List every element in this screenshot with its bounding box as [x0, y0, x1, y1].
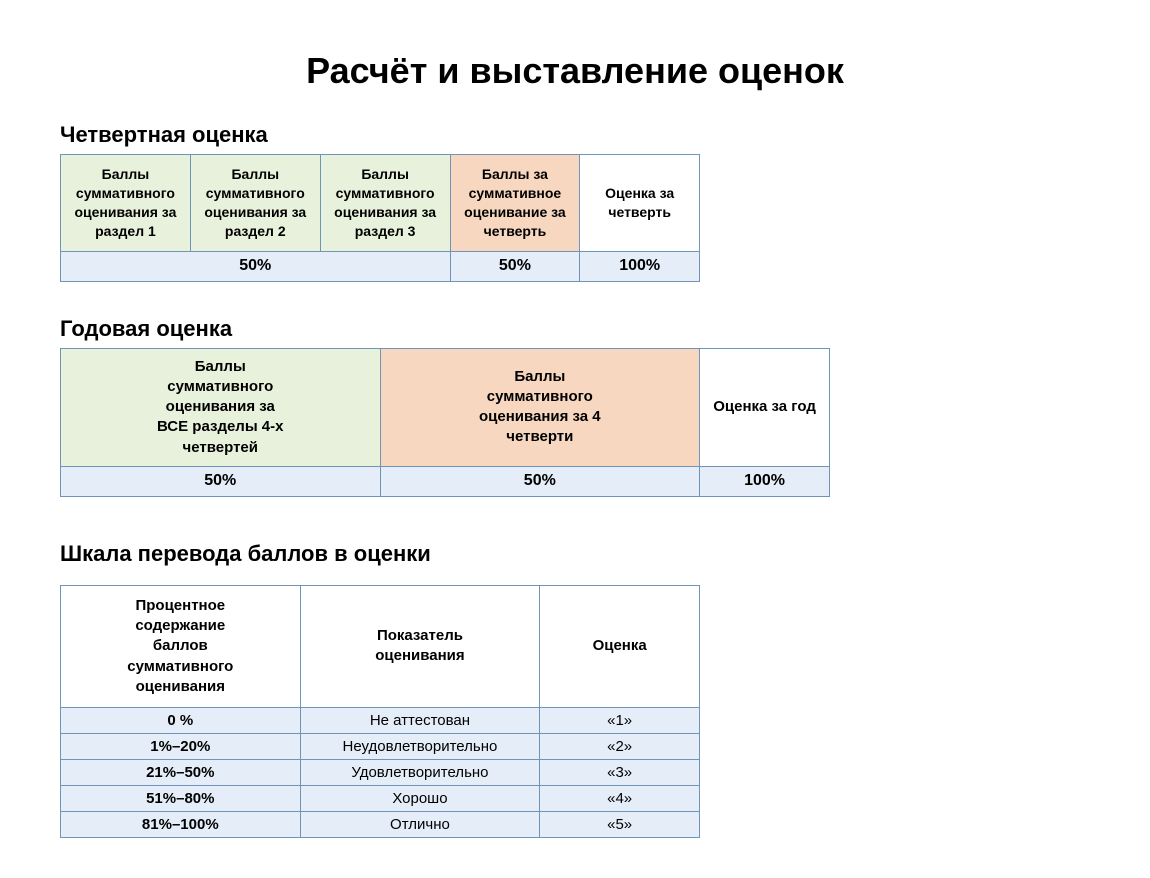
table-row: 21%–50%Удовлетворительно«3»	[61, 760, 700, 786]
scale-cell: 1%–20%	[61, 734, 301, 760]
yearly-header-cell: Оценка за год	[700, 348, 830, 466]
scale-heading: Шкала перевода баллов в оценки	[60, 541, 1090, 567]
yearly-pct-cell: 50%	[380, 466, 700, 496]
yearly-heading: Годовая оценка	[60, 316, 1090, 342]
table-row: 81%–100%Отлично«5»	[61, 812, 700, 838]
scale-cell: «3»	[540, 760, 700, 786]
scale-cell: Отлично	[300, 812, 540, 838]
scale-cell: «2»	[540, 734, 700, 760]
quarter-heading: Четвертная оценка	[60, 122, 1090, 148]
quarter-table: Баллысуммативногооценивания зараздел 1Ба…	[60, 154, 700, 282]
scale-cell: Хорошо	[300, 786, 540, 812]
scale-cell: 0 %	[61, 708, 301, 734]
quarter-header-cell: Баллысуммативногооценивания зараздел 1	[61, 155, 191, 252]
scale-cell: 51%–80%	[61, 786, 301, 812]
quarter-header-cell: Оценка зачетверть	[580, 155, 700, 252]
yearly-table: Баллысуммативногооценивания заВСЕ раздел…	[60, 348, 830, 497]
quarter-pct-cell: 100%	[580, 251, 700, 281]
yearly-header-cell: Баллысуммативногооценивания за 4четверти	[380, 348, 700, 466]
yearly-header-cell: Баллысуммативногооценивания заВСЕ раздел…	[61, 348, 381, 466]
page-title: Расчёт и выставление оценок	[60, 50, 1090, 92]
yearly-pct-cell: 50%	[61, 466, 381, 496]
scale-header-cell: Процентноесодержаниебалловсуммативногооц…	[61, 585, 301, 707]
scale-cell: «5»	[540, 812, 700, 838]
scale-cell: Неудовлетворительно	[300, 734, 540, 760]
scale-cell: «4»	[540, 786, 700, 812]
quarter-header-cell: Баллысуммативногооценивания зараздел 2	[190, 155, 320, 252]
scale-cell: Удовлетворительно	[300, 760, 540, 786]
scale-cell: Не аттестован	[300, 708, 540, 734]
quarter-pct-cell: 50%	[450, 251, 580, 281]
scale-cell: 21%–50%	[61, 760, 301, 786]
table-row: 1%–20%Неудовлетворительно«2»	[61, 734, 700, 760]
scale-cell: «1»	[540, 708, 700, 734]
scale-cell: 81%–100%	[61, 812, 301, 838]
table-row: 0 %Не аттестован«1»	[61, 708, 700, 734]
scale-header-cell: Оценка	[540, 585, 700, 707]
quarter-header-cell: Баллысуммативногооценивания зараздел 3	[320, 155, 450, 252]
yearly-pct-cell: 100%	[700, 466, 830, 496]
scale-table: Процентноесодержаниебалловсуммативногооц…	[60, 585, 700, 838]
table-row: 51%–80%Хорошо«4»	[61, 786, 700, 812]
scale-header-cell: Показательоценивания	[300, 585, 540, 707]
quarter-pct-cell: 50%	[61, 251, 451, 281]
quarter-header-cell: Баллы засуммативноеоценивание зачетверть	[450, 155, 580, 252]
